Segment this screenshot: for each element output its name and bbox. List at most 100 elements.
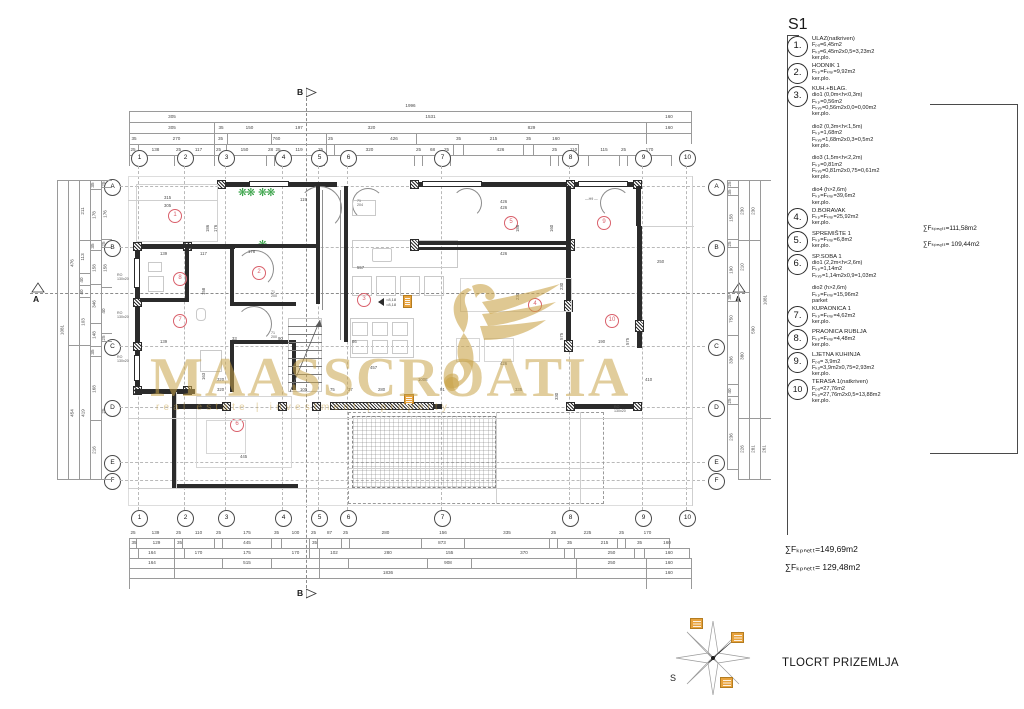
- gridline-v-2: [184, 166, 185, 510]
- wall-room6-bottom: [172, 484, 298, 488]
- dim-bottom-row4: 164 515 908 250 160: [129, 560, 692, 579]
- grid-bubble-bottom-1: 1: [131, 510, 148, 527]
- room-number-3: 3: [357, 293, 371, 307]
- door-swing-5: [452, 188, 482, 218]
- compass-south-label: S: [670, 673, 677, 683]
- grid-bubble-left-b: B: [104, 240, 121, 257]
- gridline-v-4: [282, 166, 283, 510]
- door-swing-1: [236, 250, 274, 288]
- compass-star-icon: [675, 620, 751, 696]
- grid-bubble-right-c: C: [708, 339, 725, 356]
- grid-bubble-bottom-9: 9: [635, 510, 652, 527]
- legend-item-7[interactable]: 7. KUPAONICA 1 Fₖₚ=Fₖᵥₚ=4,62m2 ker.plo.: [787, 306, 1023, 328]
- kitchen-unit-2: [376, 276, 396, 296]
- wall-hall-v-right: [344, 186, 348, 342]
- section-arrow-a-left: [31, 282, 45, 293]
- chair-5: [372, 340, 388, 354]
- interior-dim-280: 280: [378, 387, 386, 392]
- wall-bottom-band: [330, 402, 434, 410]
- legend-body-6: SP.SOBA 1 dio1 (2,2m<h<2,6m) Fₖₚ=1,14m2 …: [812, 254, 1023, 304]
- legend-item-10-line-3: ker.plo.: [812, 398, 831, 405]
- wall-column-bottom-5: [312, 402, 321, 411]
- legend-item-8-line-2: ker.plo.: [812, 341, 831, 348]
- chair-3: [392, 322, 408, 336]
- legend-body-7: KUPAONICA 1 Fₖₚ=Fₖᵥₚ=4,62m2 ker.plo.: [812, 306, 1023, 325]
- legend-item-9-line-0: LJETNA KUHINJA: [812, 352, 861, 359]
- dim-bottom-row1: 25 139 25 110 25 175 35 100 25 87 25 280…: [129, 530, 670, 549]
- legend-item-1-line-0: ULAZ(natkriven): [812, 36, 855, 42]
- door-swing-2: [236, 306, 272, 342]
- legend-item-3-line-18: ker.plo.: [812, 199, 831, 206]
- legend-item-3-line-0: KUH.+BLAG.: [812, 86, 847, 93]
- fixture-sink: [148, 262, 162, 272]
- outer-band-6: [692, 176, 693, 506]
- gridline-v-7: [441, 166, 442, 510]
- floor-plan-drawing: B B A A 1996 305 1531 160 30: [30, 87, 771, 599]
- window-left-2: [134, 355, 140, 381]
- chair-4: [352, 340, 368, 354]
- stairs-outline: [288, 318, 322, 392]
- dim-bottom-row2: 35 129 35 445 35 873 35 215 35 160: [129, 540, 690, 559]
- wall-right-v-1: [637, 226, 642, 348]
- window-top-2: [578, 181, 628, 187]
- legend-item-7-line-0: KUPAONICA 1: [812, 306, 851, 313]
- legend-item-3-line-4: ker.plo.: [812, 111, 831, 118]
- dim-top-row3: 305 35 150 197 320 829 160: [129, 125, 692, 144]
- legend-item-9-line-3: ker.plo.: [812, 371, 831, 378]
- grid-bubble-top-9: 9: [635, 150, 652, 167]
- legend-bubble-8: 8.: [787, 329, 808, 351]
- stair-tread: [288, 374, 322, 375]
- interior-dim-33: 33: [232, 336, 237, 341]
- stair-tread: [288, 358, 322, 359]
- legend-item-10-line-2: Fₖₒ=27,76m2x0,5=13,88m2: [812, 391, 881, 398]
- chair-2: [372, 322, 388, 336]
- room-number-1: 1: [168, 209, 182, 223]
- legend-bracket-subtotal: [930, 104, 1018, 454]
- room-number-8: 8: [173, 272, 187, 286]
- grid-bubble-bottom-8: 8: [562, 510, 579, 527]
- interior-dim-426d: 426: [500, 361, 508, 366]
- grid-bubble-top-4: 4: [275, 150, 292, 167]
- grid-bubble-right-d: D: [708, 400, 725, 417]
- wall-right-outer: [636, 186, 641, 226]
- legend-item-6[interactable]: 6. SP.SOBA 1 dio1 (2,2m<h<2,6m) Fₖₚ=1,14…: [787, 253, 1023, 304]
- interior-dim-37: 37: [348, 387, 353, 392]
- legend-item-10[interactable]: 10 TERASA 1(natkriven) Fₚᵤ=27,76m2 Fₖₒ=2…: [787, 379, 1023, 404]
- legend-item-2[interactable]: 2. HODNIK 1 Fₖₚ=Fₖᵥₚ=9,92m2 ker.plo.: [787, 63, 1023, 85]
- legend-bubble-9: 9.: [787, 352, 808, 374]
- legend-title: S1: [788, 16, 808, 33]
- interior-dim-557: 557: [357, 265, 365, 270]
- dim-bottom-row5: 1836 160: [129, 570, 692, 589]
- interior-dim-320b: 320: [217, 387, 225, 392]
- interior-dim-158: 158: [201, 287, 206, 295]
- appliance-symbol: =8,18 =8,18: [378, 297, 397, 307]
- legend-item-3-line-3: Fₖᵥₚ=0,56m2x0,0=0,00m2: [812, 105, 877, 112]
- wall-left-outer: [135, 244, 140, 394]
- legend-item-9[interactable]: 9. LJETNA KUHINJA Fₚᵤ= 3,9m2 Fₖₒ=3,9m2x0…: [787, 352, 1023, 377]
- svg-text:=8,18: =8,18: [386, 297, 397, 302]
- grid-bubble-top-8: 8: [562, 150, 579, 167]
- interior-dim-160: 160: [549, 224, 554, 232]
- legend-item-3-line-16: dio4 (h>2,6m): [812, 186, 847, 193]
- interior-dim-575b: 575: [625, 337, 630, 345]
- interior-dim-250: 250: [657, 259, 665, 264]
- legend-item-6-line-7: parket: [812, 297, 828, 304]
- legend-item-6-line-6: Fₖₚ=Fₖᵥₚ=15,96m2: [812, 291, 859, 298]
- outer-band-1: [128, 418, 693, 419]
- legend-item-8[interactable]: 8. PRAONICA RUBLJA Fₖₚ=Fₖᵥₚ=4,48m2 ker.p…: [787, 329, 1023, 351]
- interior-dim-305: 305: [164, 203, 172, 208]
- legend-item-5[interactable]: 5. SPREMIŠTE 1 Fₖₚ=Fₖᵥₚ=6,8m2 ker.plo.: [787, 230, 1023, 252]
- legend-item-4[interactable]: 4. D.BORAVAK Fₖₚ=Fₖᵥₚ=25,92m2 ker.plo.: [787, 207, 1023, 229]
- appliance-icon: [403, 295, 412, 308]
- outer-band-2: [128, 488, 693, 489]
- legend-item-1[interactable]: 1. ULAZ(natkriven) Fₚᵤ=6,45m2 Fₖₒ=6,45m2…: [787, 36, 1023, 61]
- wall-sp-v-1: [566, 186, 571, 346]
- legend-item-1-line-1: Fₚᵤ=6,45m2: [812, 42, 842, 49]
- legend-body-2: HODNIK 1 Fₖₚ=Fₖᵥₚ=9,92m2 ker.plo.: [812, 63, 1023, 82]
- grid-bubble-bottom-3: 3: [218, 510, 235, 527]
- window-top-3: [249, 181, 289, 187]
- wall-column-left-1: [133, 242, 142, 251]
- svg-text:=8,18: =8,18: [386, 302, 397, 307]
- interior-dim-91: 91: [440, 387, 445, 392]
- legend-item-3[interactable]: 3. KUH.+BLAG. dio1 (0,0m<h<0,3m) Fₖₚ=0,5…: [787, 86, 1023, 206]
